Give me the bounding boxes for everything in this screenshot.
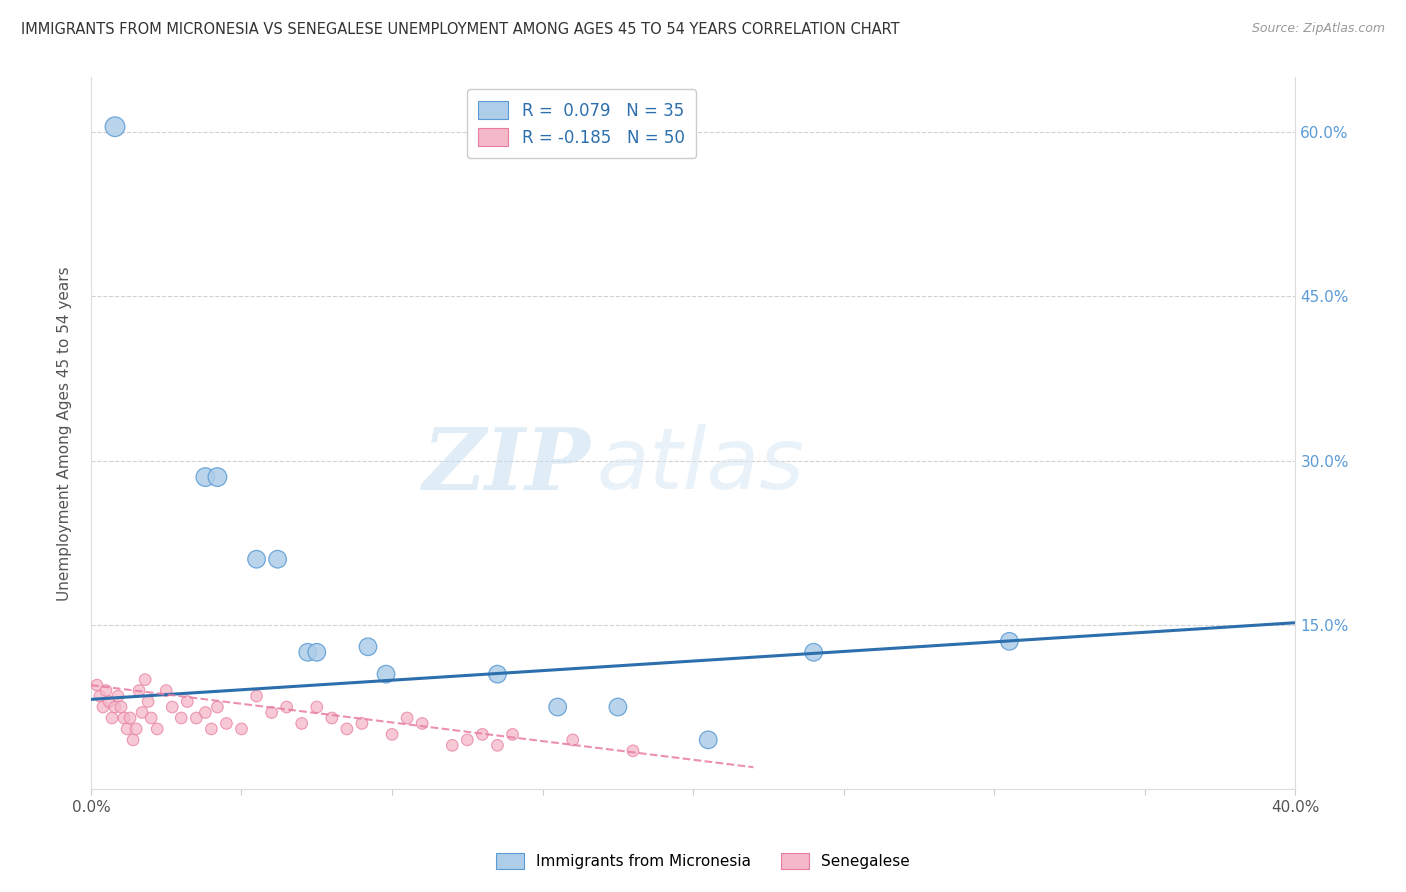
Point [146, 722, 169, 736]
Point [86, 678, 108, 692]
Point [305, 700, 328, 714]
Point [305, 645, 328, 659]
Point [122, 732, 145, 747]
Point [456, 732, 478, 747]
Point [101, 711, 124, 725]
Point [375, 667, 398, 681]
Point [104, 700, 127, 714]
Legend: R =  0.079   N = 35, R = -0.185   N = 50: R = 0.079 N = 35, R = -0.185 N = 50 [467, 89, 696, 159]
Point [357, 640, 380, 654]
Point [215, 716, 238, 731]
Point [350, 716, 373, 731]
Point [998, 634, 1021, 648]
Point [134, 673, 156, 687]
Point [94, 683, 117, 698]
Point [107, 689, 129, 703]
Point [336, 722, 359, 736]
Point [136, 694, 159, 708]
Point [803, 645, 825, 659]
Point [441, 739, 464, 753]
Point [194, 470, 217, 484]
Point [89, 689, 111, 703]
Legend: Immigrants from Micronesia, Senegalese: Immigrants from Micronesia, Senegalese [491, 847, 915, 875]
Point [104, 120, 127, 134]
Point [321, 711, 343, 725]
Point [547, 700, 569, 714]
Point [260, 706, 283, 720]
Point [170, 711, 193, 725]
Point [486, 667, 509, 681]
Point [231, 722, 253, 736]
Point [131, 706, 153, 720]
Point [471, 727, 494, 741]
Point [162, 700, 184, 714]
Text: IMMIGRANTS FROM MICRONESIA VS SENEGALESE UNEMPLOYMENT AMONG AGES 45 TO 54 YEARS : IMMIGRANTS FROM MICRONESIA VS SENEGALESE… [21, 22, 900, 37]
Point [186, 711, 208, 725]
Point [91, 700, 114, 714]
Point [125, 722, 148, 736]
Text: atlas: atlas [596, 424, 804, 507]
Point [606, 700, 628, 714]
Point [128, 683, 150, 698]
Point [112, 711, 135, 725]
Point [200, 722, 222, 736]
Point [98, 694, 121, 708]
Point [621, 744, 644, 758]
Point [155, 683, 177, 698]
Point [207, 700, 229, 714]
Point [115, 722, 138, 736]
Point [486, 739, 509, 753]
Point [297, 645, 319, 659]
Point [697, 732, 720, 747]
Point [396, 711, 419, 725]
Point [110, 700, 132, 714]
Point [120, 711, 142, 725]
Point [194, 706, 217, 720]
Point [176, 694, 198, 708]
Point [207, 470, 229, 484]
Point [411, 716, 433, 731]
Y-axis label: Unemployment Among Ages 45 to 54 years: Unemployment Among Ages 45 to 54 years [58, 266, 72, 600]
Point [245, 552, 267, 566]
Text: Source: ZipAtlas.com: Source: ZipAtlas.com [1251, 22, 1385, 36]
Point [266, 552, 288, 566]
Point [381, 727, 404, 741]
Point [245, 689, 267, 703]
Point [561, 732, 583, 747]
Text: ZIP: ZIP [423, 424, 591, 507]
Point [141, 711, 163, 725]
Point [291, 716, 314, 731]
Point [502, 727, 524, 741]
Point [276, 700, 298, 714]
